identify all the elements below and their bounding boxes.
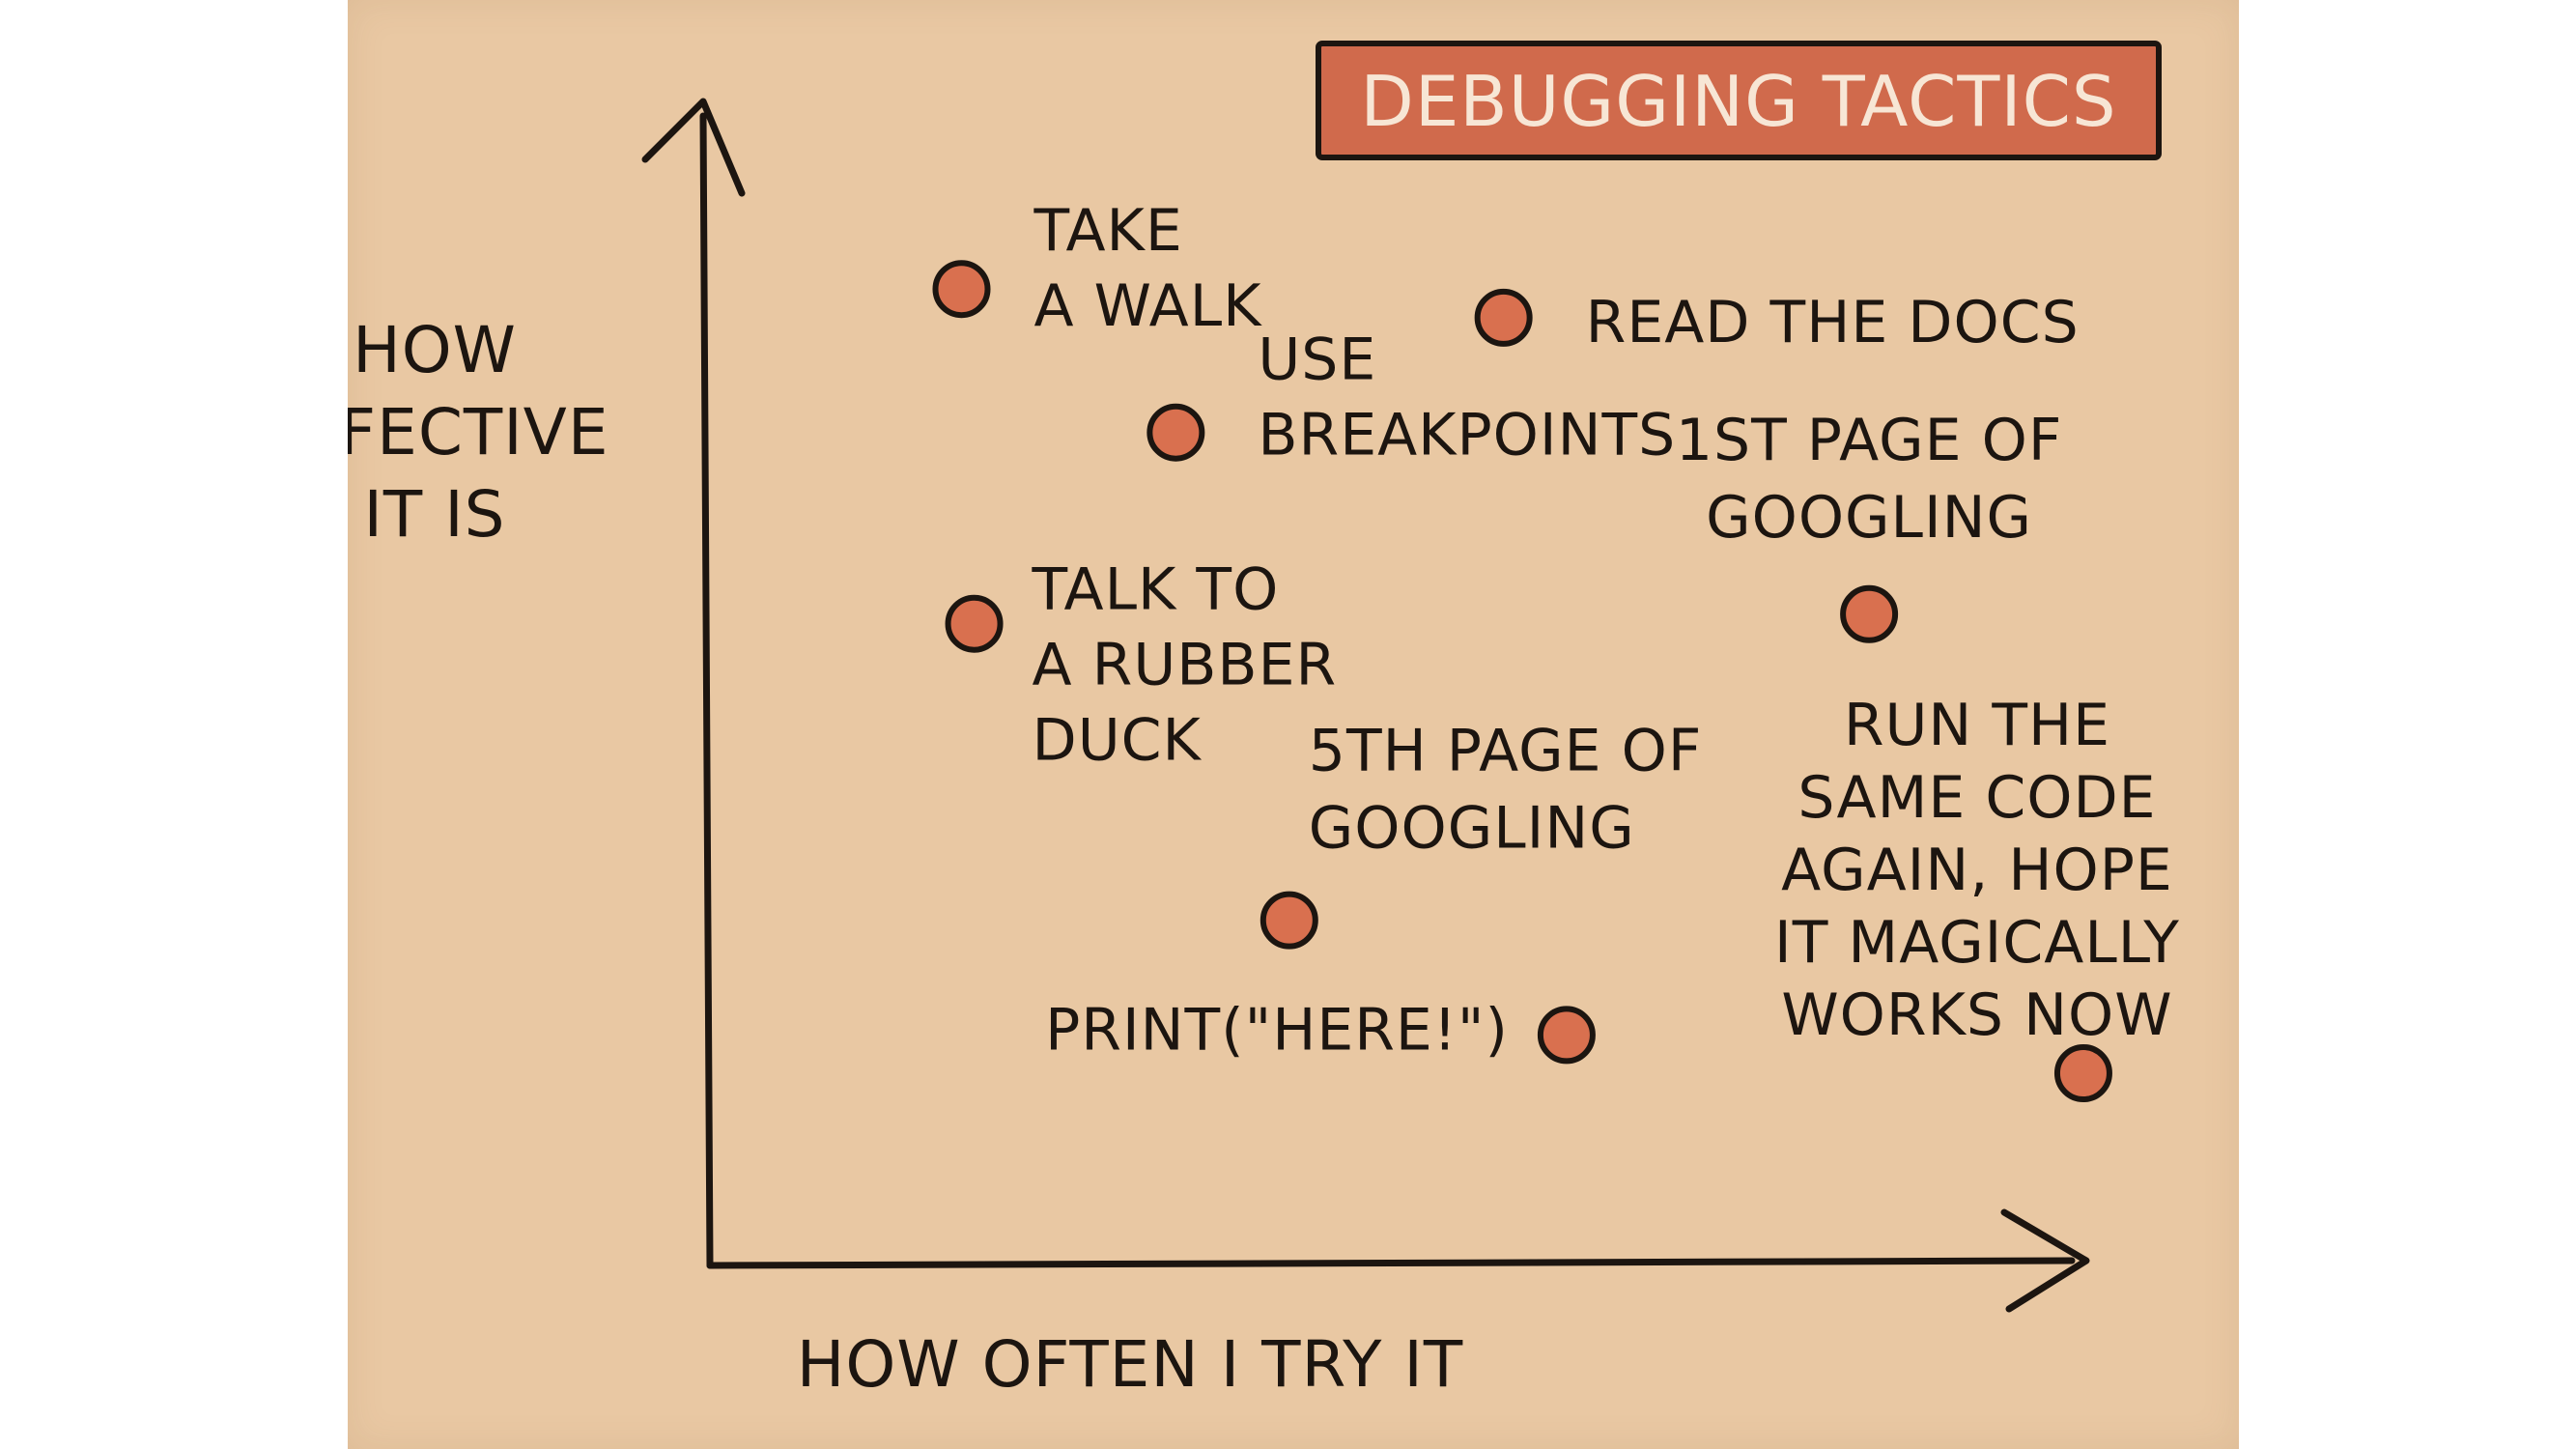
y-axis-label: HOW EFFECTIVE IT IS — [260, 313, 609, 552]
x-axis-arrowhead — [2000, 1208, 2090, 1313]
data-point-marker — [1146, 403, 1205, 462]
y-axis-label-line: HOW — [353, 313, 517, 387]
data-point-label: WORKS NOW — [1781, 981, 2172, 1049]
data-point-label: A RUBBER — [1033, 632, 1338, 699]
data-point-label: 1ST PAGE OF — [1676, 407, 2063, 474]
data-point-marker — [1537, 1006, 1596, 1065]
x-axis-line — [706, 1257, 2076, 1269]
x-axis-label: HOW OFTEN I TRY IT — [797, 1327, 1463, 1402]
data-point-label: PRINT("HERE!") — [1045, 996, 1509, 1064]
data-point-label: AGAIN, HOPE — [1781, 837, 2173, 904]
data-point-label: TAKE — [1033, 197, 1183, 265]
data-point-marker — [1840, 584, 1899, 643]
data-point-label: A WALK — [1034, 272, 1263, 340]
y-axis-label-line: IT IS — [363, 477, 505, 552]
data-point-marker — [932, 260, 991, 319]
data-point-label: BREAKPOINTS — [1258, 402, 1676, 469]
data-point-label: IT MAGICALLY — [1774, 909, 2180, 977]
data-point-marker — [945, 594, 1004, 653]
data-point-label: DUCK — [1033, 707, 1203, 775]
data-point-label: USE — [1258, 327, 1376, 394]
data-point-marker — [2053, 1044, 2112, 1102]
data-point-label: GOOGLING — [1309, 795, 1635, 863]
data-point-label: RUN THE — [1844, 692, 2110, 759]
y-axis-arrowhead — [641, 98, 746, 197]
title-box: DEBUGGING TACTICS — [1316, 41, 2162, 160]
axes — [641, 98, 2090, 1313]
chart-title: DEBUGGING TACTICS — [1360, 61, 2116, 142]
y-axis-label-line: EFFECTIVE — [348, 395, 609, 469]
data-point-marker — [1474, 288, 1533, 347]
data-point-label: 5TH PAGE OF — [1309, 718, 1703, 785]
data-point-marker — [1260, 891, 1318, 950]
data-point-label: TALK TO — [1032, 556, 1280, 624]
data-point-label: SAME CODE — [1798, 764, 2156, 832]
y-axis-line — [699, 112, 714, 1269]
data-point-label: GOOGLING — [1706, 484, 2032, 552]
data-points: TAKE A WALK READ THE DOCS USE BREAKPOINTS 1ST… — [932, 197, 2180, 1102]
data-point-label: READ THE DOCS — [1586, 289, 2080, 356]
debugging-tactics-chart: DEBUGGING TACTICS HOW EFFECTIVE IT IS HO… — [260, 41, 2180, 1402]
chart-panel: DEBUGGING TACTICS HOW EFFECTIVE IT IS HO… — [260, 0, 2239, 1449]
title-background — [1316, 41, 2162, 160]
